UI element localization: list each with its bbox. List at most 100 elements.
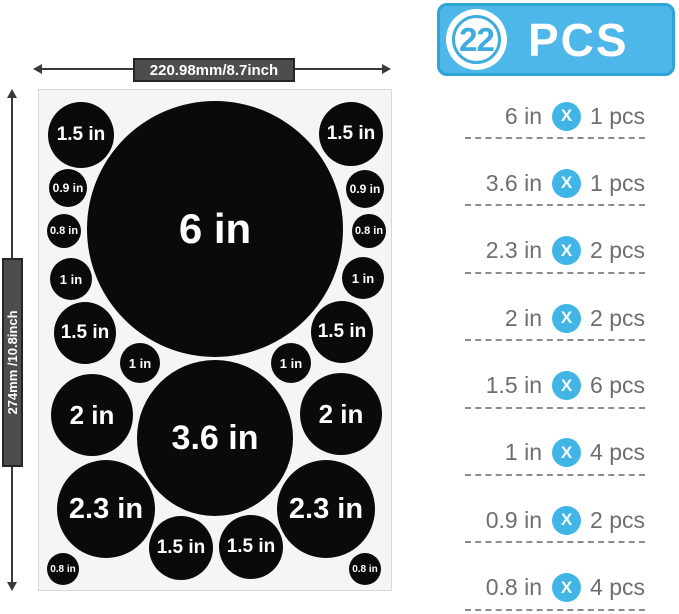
size-label: 2.3 in: [485, 237, 543, 264]
dashed-divider: [465, 608, 645, 611]
sticker-sheet: 6 in 3.6 in 1.5 in 0.9 in 0.8 in 1 in 1.…: [38, 89, 392, 591]
sticker-size-label: 1.5 in: [60, 322, 110, 343]
dashed-divider: [465, 473, 645, 476]
quantity-label: 2 pcs: [590, 304, 645, 331]
sticker-size-label: 1.5 in: [317, 321, 367, 342]
sticker-size-label: 0.8 in: [50, 563, 76, 575]
size-label: 2 in: [504, 304, 543, 331]
list-item: 6 in X 1 pcs: [465, 95, 645, 162]
dashed-divider: [465, 271, 645, 274]
sticker-size-label: 1.5 in: [326, 123, 376, 144]
sticker-circle: 2 in: [51, 374, 133, 456]
sticker-circle: 1 in: [271, 343, 311, 383]
quantity-label: 2 pcs: [590, 506, 645, 533]
sticker-size-label: 2.3 in: [288, 492, 364, 525]
count-unit-label: PCS: [528, 13, 629, 66]
list-item: 1.5 in X 6 pcs: [465, 365, 645, 432]
size-label: 1 in: [504, 439, 543, 466]
height-dimension-label: 274mm /10.8inch: [2, 258, 23, 467]
sticker-size-label: 1 in: [279, 355, 303, 371]
sticker-circle: 1.5 in: [54, 302, 116, 364]
sticker-circle: 1.5 in: [319, 102, 383, 166]
list-item: 2 in X 2 pcs: [465, 297, 645, 364]
sticker-size-label: 1 in: [128, 355, 152, 371]
dashed-divider: [465, 406, 645, 409]
sticker-size-label: 0.8 in: [49, 225, 79, 237]
list-item: 3.6 in X 1 pcs: [465, 162, 645, 229]
size-label: 0.8 in: [485, 574, 543, 601]
width-dimension-label: 220.98mm/8.7inch: [133, 58, 295, 82]
sticker-size-label: 2 in: [318, 398, 364, 429]
sticker-size-label: 1.5 in: [56, 124, 106, 145]
sticker-circle: 0.8 in: [47, 214, 81, 248]
sticker-circle: 0.9 in: [346, 170, 384, 208]
list-item-content: 6 in X 1 pcs: [465, 95, 645, 137]
list-item-content: 2.3 in X 2 pcs: [465, 230, 645, 272]
quantity-label: 1 pcs: [590, 169, 645, 196]
arrow-up-icon: [7, 89, 17, 98]
quantity-label: 6 pcs: [590, 372, 645, 399]
multiply-badge-icon: X: [552, 505, 582, 535]
multiply-badge-icon: X: [552, 168, 582, 198]
size-label: 1.5 in: [485, 372, 543, 399]
dashed-divider: [465, 204, 645, 207]
multiply-badge-icon: X: [552, 101, 582, 131]
list-item-content: 0.8 in X 4 pcs: [465, 567, 645, 609]
list-item: 2.3 in X 2 pcs: [465, 230, 645, 297]
list-item: 0.9 in X 2 pcs: [465, 499, 645, 566]
sticker-circle: 6 in: [87, 101, 343, 357]
size-label: 0.9 in: [485, 506, 543, 533]
multiply-badge-icon: X: [552, 303, 582, 333]
multiply-badge-icon: X: [552, 236, 582, 266]
sticker-circle: 1 in: [342, 257, 384, 299]
sticker-size-label: 1.5 in: [226, 536, 276, 557]
multiply-badge-icon: X: [552, 371, 582, 401]
sticker-circle: 1 in: [50, 258, 92, 300]
sticker-circle: 0.9 in: [49, 169, 87, 207]
count-banner: 22 PCS: [437, 3, 675, 76]
list-item: 0.8 in X 4 pcs: [465, 567, 645, 614]
list-item-content: 0.9 in X 2 pcs: [465, 499, 645, 541]
sticker-size-label: 3.6 in: [171, 418, 259, 457]
quantity-label: 1 pcs: [590, 102, 645, 129]
sticker-circle: 1 in: [120, 343, 160, 383]
sticker-circle: 3.6 in: [137, 360, 293, 516]
sticker-circle: 1.5 in: [149, 516, 213, 580]
sticker-size-label: 0.8 in: [352, 563, 378, 575]
arrow-down-icon: [7, 582, 17, 591]
quantity-label: 2 pcs: [590, 237, 645, 264]
sticker-size-label: 2 in: [69, 399, 115, 430]
quantity-label: 4 pcs: [590, 439, 645, 466]
sticker-size-label: 0.9 in: [349, 182, 381, 196]
list-item-content: 1 in X 4 pcs: [465, 432, 645, 474]
quantity-label: 4 pcs: [590, 574, 645, 601]
sticker-circle: 2.3 in: [57, 460, 155, 558]
list-item: 1 in X 4 pcs: [465, 432, 645, 499]
sticker-size-label: 1 in: [59, 271, 83, 287]
arrow-left-icon: [33, 64, 42, 74]
sticker-circle: 0.8 in: [349, 553, 381, 585]
sticker-circle: 0.8 in: [352, 214, 386, 248]
multiply-badge-icon: X: [552, 573, 582, 603]
size-quantity-list: 6 in X 1 pcs 3.6 in X 1 pcs 2.3 in X 2 p…: [465, 95, 645, 614]
sticker-size-label: 0.9 in: [52, 181, 84, 195]
sticker-size-label: 1 in: [351, 270, 375, 286]
sticker-circle: 1.5 in: [311, 301, 373, 363]
sticker-size-label: 0.8 in: [354, 225, 384, 237]
list-item-content: 2 in X 2 pcs: [465, 297, 645, 339]
sticker-circle: 2.3 in: [277, 460, 375, 558]
arrow-right-icon: [382, 64, 391, 74]
count-value: 22: [452, 15, 501, 64]
sticker-circle: 2 in: [300, 373, 382, 455]
list-item-content: 3.6 in X 1 pcs: [465, 162, 645, 204]
multiply-badge-icon: X: [552, 438, 582, 468]
sticker-circle: 0.8 in: [47, 553, 79, 585]
dashed-divider: [465, 339, 645, 342]
sticker-size-label: 2.3 in: [68, 492, 144, 525]
sticker-size-label: 1.5 in: [156, 537, 206, 558]
count-badge: 22: [446, 9, 507, 70]
sticker-size-label: 6 in: [178, 205, 252, 252]
size-label: 6 in: [504, 102, 543, 129]
list-item-content: 1.5 in X 6 pcs: [465, 365, 645, 407]
